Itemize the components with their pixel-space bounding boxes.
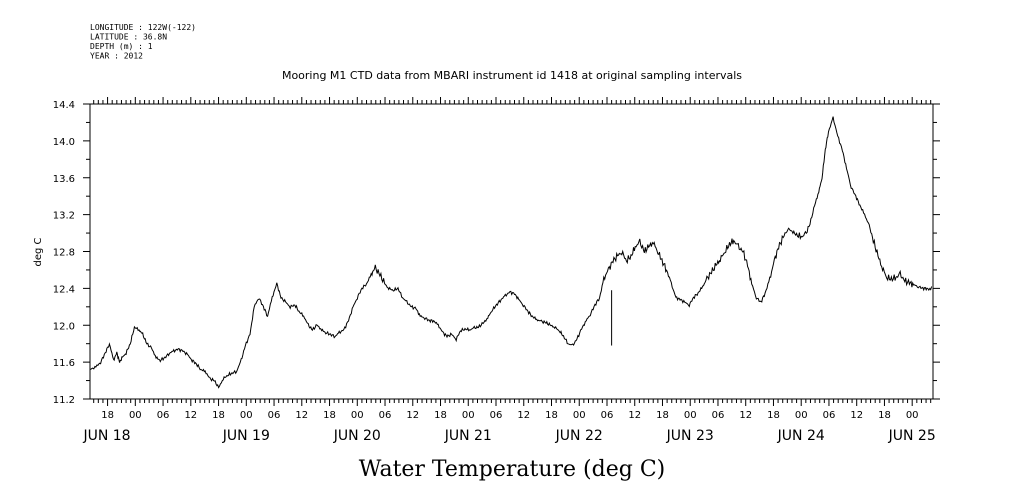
x-day-label: JUN 21 — [444, 428, 492, 444]
x-hour-label: 18 — [545, 410, 558, 421]
meta-line: YEAR : 2012 — [90, 52, 143, 61]
x-day-labels: JUN 18 JUN 19 JUN 20 JUN 21 JUN 22 JUN 23 JUN … — [82, 428, 935, 444]
y-tick-label: 14.0 — [53, 137, 75, 148]
y-tick-label: 11.6 — [53, 358, 75, 369]
y-tick-label: 12.4 — [53, 284, 75, 295]
x-hour-label: 12 — [739, 410, 752, 421]
y-tick-label: 13.6 — [53, 174, 75, 185]
x-hour-label: 06 — [157, 410, 170, 421]
x-day-label: JUN 22 — [555, 428, 603, 444]
x-hour-label: 12 — [406, 410, 419, 421]
x-hour-label: 00 — [240, 410, 253, 421]
x-hour-label: 00 — [129, 410, 142, 421]
y-tick-label: 12.0 — [53, 321, 75, 332]
x-hour-label: 06 — [601, 410, 614, 421]
x-day-label: JUN 24 — [777, 428, 825, 444]
x-day-label: JUN 19 — [222, 428, 270, 444]
x-hour-label: 12 — [517, 410, 530, 421]
axis-ticks — [83, 97, 940, 406]
x-day-label: JUN 25 — [888, 428, 936, 444]
x-tick-labels: 18 00 06 12 18 00 06 12 18 00 06 12 18 00 06 12 18 00 06 12… — [101, 410, 918, 421]
x-hour-label: 12 — [184, 410, 197, 421]
x-hour-label: 00 — [684, 410, 697, 421]
x-hour-label: 18 — [434, 410, 447, 421]
y-tick-label: 14.4 — [53, 100, 75, 111]
x-hour-label: 18 — [323, 410, 336, 421]
x-hour-label: 00 — [795, 410, 808, 421]
x-hour-label: 00 — [462, 410, 475, 421]
x-hour-label: 18 — [101, 410, 114, 421]
meta-line: LATITUDE : 36.8N — [90, 33, 167, 42]
x-hour-label: 00 — [906, 410, 919, 421]
water-temperature-line — [90, 116, 933, 389]
x-hour-label: 18 — [656, 410, 669, 421]
x-hour-label: 18 — [767, 410, 780, 421]
x-hour-label: 06 — [712, 410, 725, 421]
y-tick-label: 11.2 — [53, 395, 75, 406]
x-hour-label: 00 — [573, 410, 586, 421]
meta-line: DEPTH (m) : 1 — [90, 42, 153, 51]
x-day-label: JUN 18 — [82, 428, 130, 444]
x-axis-label: Water Temperature (deg C) — [359, 457, 666, 482]
x-day-label: JUN 23 — [666, 428, 714, 444]
y-tick-labels: 11.2 11.6 12.0 12.4 12.8 13.2 13.6 14.0 14.4 — [53, 100, 75, 406]
chart-metadata: LONGITUDE : 122W(-122)LATITUDE : 36.8NDE… — [90, 23, 196, 61]
x-hour-label: 00 — [351, 410, 364, 421]
meta-line: LONGITUDE : 122W(-122) — [90, 23, 196, 32]
x-hour-label: 18 — [878, 410, 891, 421]
x-hour-label: 18 — [212, 410, 225, 421]
chart-title: Mooring M1 CTD data from MBARI instrumen… — [282, 69, 742, 82]
plot-frame — [89, 103, 934, 400]
x-hour-label: 06 — [490, 410, 503, 421]
x-day-label: JUN 20 — [333, 428, 381, 444]
y-tick-label: 12.8 — [53, 248, 75, 259]
x-hour-label: 12 — [850, 410, 863, 421]
x-hour-label: 06 — [823, 410, 836, 421]
x-hour-label: 06 — [379, 410, 392, 421]
x-hour-label: 12 — [628, 410, 641, 421]
y-axis-label: deg C — [33, 237, 44, 266]
y-tick-label: 13.2 — [53, 211, 75, 222]
x-hour-label: 06 — [268, 410, 281, 421]
x-hour-label: 12 — [295, 410, 308, 421]
